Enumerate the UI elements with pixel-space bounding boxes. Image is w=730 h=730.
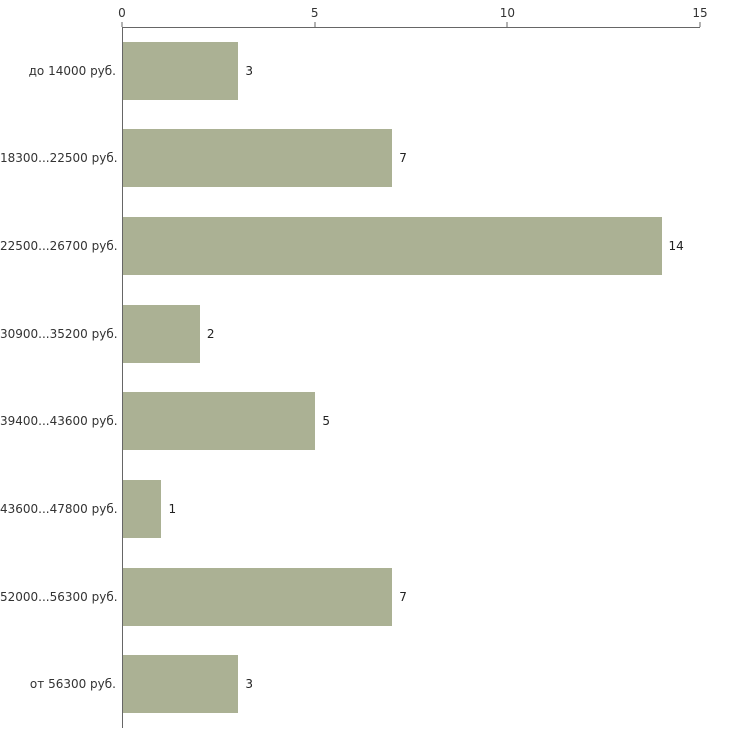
bar [123, 304, 200, 363]
bar [123, 129, 393, 188]
value-label: 3 [245, 63, 254, 78]
category-label: 52000...56300 руб. [0, 589, 118, 604]
value-label: 5 [322, 414, 330, 429]
bar-track: 3 [123, 640, 700, 728]
category-label: 43600...47800 руб. [0, 501, 118, 516]
x-axis: 0 5 10 15 [118, 0, 708, 27]
bar [123, 479, 162, 538]
bar-track: 7 [123, 115, 700, 203]
value-label: 7 [399, 151, 407, 166]
bar [123, 567, 393, 626]
bar [123, 217, 662, 276]
category-label: 18300...22500 руб. [0, 151, 118, 166]
bar-row: 52000...56300 руб. 7 [0, 553, 700, 641]
bar-track: 2 [123, 290, 700, 378]
value-label: 1 [168, 501, 177, 516]
x-axis-tick-mark [699, 22, 701, 27]
category-label: 30900...35200 руб. [0, 326, 118, 341]
value-label: 7 [399, 589, 407, 604]
plot-area [122, 27, 700, 728]
bar-track: 7 [123, 553, 700, 641]
x-axis-tick-label: 0 [118, 6, 126, 20]
bar-track: 14 [123, 202, 700, 290]
category-label: от 56300 руб. [29, 677, 116, 692]
bar-track: 3 [123, 27, 700, 115]
bar-row: 30900...35200 руб. 2 [0, 290, 700, 378]
bar-row: до 14000 руб. 3 [0, 27, 700, 115]
category-label: 22500...26700 руб. [0, 239, 118, 254]
x-axis-tick-mark [314, 22, 316, 27]
bar-track: 1 [123, 465, 700, 553]
bar [123, 41, 239, 100]
bar [123, 655, 239, 714]
bar-row: от 56300 руб. 3 [0, 640, 700, 728]
category-label: 39400...43600 руб. [0, 414, 118, 429]
x-axis-tick-label: 5 [310, 6, 319, 20]
bar-track: 5 [123, 378, 700, 466]
x-axis-tick-mark [506, 22, 508, 27]
bar [123, 392, 316, 451]
x-axis-tick-label: 10 [499, 6, 515, 20]
bar-row: 43600...47800 руб. 1 [0, 465, 700, 553]
bar-rows: до 14000 руб. 3 18300...22500 руб. 7 22500..… [0, 27, 700, 728]
x-axis-tick-label: 15 [692, 6, 708, 20]
category-label: до 14000 руб. [28, 63, 116, 78]
value-label: 2 [206, 326, 215, 341]
value-label: 14 [668, 239, 684, 254]
bar-row: 22500...26700 руб. 14 [0, 202, 700, 290]
x-axis-tick-mark [121, 22, 123, 27]
value-label: 3 [245, 677, 254, 692]
bar-row: 18300...22500 руб. 7 [0, 115, 700, 203]
bar-row: 39400...43600 руб. 5 [0, 378, 700, 466]
